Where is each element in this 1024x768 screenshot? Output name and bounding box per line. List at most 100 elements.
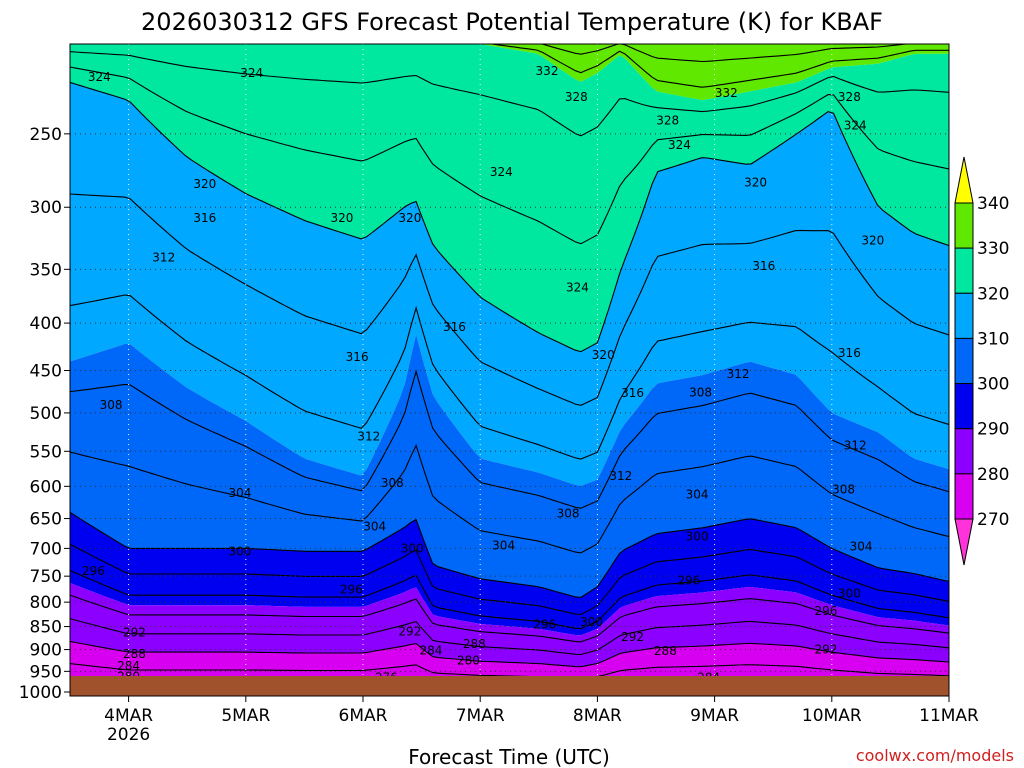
colorbar-label: 310 — [977, 329, 1009, 349]
y-tick-label: 500 — [30, 404, 62, 424]
isentrope-line — [70, 81, 949, 353]
time-axis: 4MAR 5MAR 6MAR 7MAR 8MAR 9MAR 10MAR 11MAR 2026 — [104, 696, 979, 745]
contour-label: 296 — [340, 582, 363, 596]
y-tick-label: 1000 — [19, 683, 62, 703]
y-tick-label: 900 — [30, 641, 62, 661]
contour-label: 292 — [814, 643, 837, 657]
contour-label: 300 — [228, 544, 251, 558]
y-tick-label: 250 — [30, 125, 62, 145]
y-tick-label: 800 — [30, 593, 62, 613]
contour-label: 316 — [621, 386, 644, 400]
x-tick-label: 9MAR — [690, 706, 739, 726]
isentrope-line — [70, 294, 949, 460]
contour-label: 292 — [621, 630, 644, 644]
contour-label: 312 — [727, 367, 750, 381]
y-tick-label: 750 — [30, 567, 62, 587]
contour-label: 332 — [715, 86, 738, 100]
fill-band — [70, 82, 949, 486]
chart-title: 2026030312 GFS Forecast Potential Temper… — [141, 8, 883, 36]
colorbar-segment — [954, 202, 974, 249]
contour-label: 292 — [398, 624, 421, 638]
y-tick-label: 400 — [30, 314, 62, 334]
contour-label: 304 — [228, 486, 251, 500]
x-tick-label: 7MAR — [456, 706, 505, 726]
contour-label: 312 — [844, 438, 867, 452]
colorbar-label: 330 — [977, 239, 1009, 259]
y-tick-label: 350 — [30, 260, 62, 280]
contour-label: 312 — [357, 429, 380, 443]
contour-label: 320 — [744, 175, 767, 189]
contour-label: 308 — [689, 385, 712, 399]
contour-label: 304 — [363, 520, 386, 534]
y-tick-label: 550 — [30, 442, 62, 462]
contour-label: 320 — [861, 234, 884, 248]
contour-label: 316 — [193, 211, 216, 225]
contour-label: 320 — [398, 211, 421, 225]
y-tick-label: 600 — [30, 477, 62, 497]
contour-label: 324 — [240, 66, 263, 80]
grid-lines — [70, 44, 949, 696]
y-tick-label: 450 — [30, 361, 62, 381]
contour-label: 300 — [838, 587, 861, 601]
colorbar-label: 290 — [977, 420, 1009, 440]
contour-label: 288 — [654, 644, 677, 658]
isentrope-line — [70, 543, 949, 616]
contour-label: 288 — [463, 637, 486, 651]
colorbar-segment — [954, 428, 974, 475]
y-tick-label: 650 — [30, 510, 62, 530]
isentrope-line — [487, 44, 949, 88]
isentrope-line — [70, 618, 949, 656]
colorbar-legend: 340 330 320 310 300 290 280 270 — [954, 156, 1009, 566]
contour-label: 312 — [609, 469, 632, 483]
contour-label: 304 — [850, 540, 873, 554]
contour-label: 316 — [838, 346, 861, 360]
contour-label: 328 — [565, 90, 588, 104]
isentrope-line — [70, 444, 949, 554]
pressure-axis: 250 300 350 400 450 500 550 600 650 700 750 800 850 9… — [19, 125, 70, 703]
contour-labels: 3243203163123083043002962922882842802803… — [82, 64, 884, 692]
x-tick-label: 11MAR — [919, 706, 979, 726]
isentrope-line — [70, 511, 949, 598]
contour-label: 320 — [193, 177, 216, 191]
contour-label: 308 — [381, 476, 404, 490]
isentrope-line — [70, 594, 949, 643]
contour-label: 320 — [330, 211, 353, 225]
contour-label: 332 — [536, 64, 559, 78]
contour-label: 296 — [533, 618, 556, 632]
x-tick-label: 4MAR — [104, 706, 153, 726]
contour-label: 312 — [152, 251, 175, 265]
y-tick-label: 300 — [30, 198, 62, 218]
isentrope-line — [70, 640, 949, 668]
fill-band — [70, 512, 949, 636]
contour-label: 304 — [492, 539, 515, 553]
colorbar-segment — [954, 383, 974, 430]
contour-label: 324 — [490, 165, 513, 179]
isentrope-line — [70, 51, 949, 137]
contour-label: 292 — [123, 626, 146, 640]
fill-band — [70, 334, 949, 598]
colorbar-segment — [954, 247, 974, 294]
fill-band — [70, 583, 949, 667]
fill-band — [70, 44, 949, 101]
y-tick-label: 700 — [30, 539, 62, 559]
contour-label: 284 — [117, 659, 140, 673]
isentrope-line — [70, 66, 949, 245]
isentrope-lines — [70, 44, 949, 691]
fill-band — [70, 44, 949, 352]
contour-label: 308 — [832, 483, 855, 497]
x-axis-title: Forecast Time (UTC) — [408, 745, 610, 768]
isentrope-line — [70, 369, 949, 509]
colorbar-label: 270 — [977, 510, 1009, 530]
contour-label: 284 — [420, 643, 443, 657]
contour-label: 304 — [686, 487, 709, 501]
contour-label: 324 — [668, 138, 691, 152]
contour-label: 324 — [844, 119, 867, 133]
contour-label: 324 — [88, 70, 111, 84]
contour-label: 316 — [346, 350, 369, 364]
contour-label: 296 — [814, 604, 837, 618]
contour-label: 300 — [401, 541, 424, 555]
contour-label: 316 — [443, 320, 466, 334]
contour-label: 320 — [592, 348, 615, 362]
colorbar-segment — [954, 292, 974, 339]
